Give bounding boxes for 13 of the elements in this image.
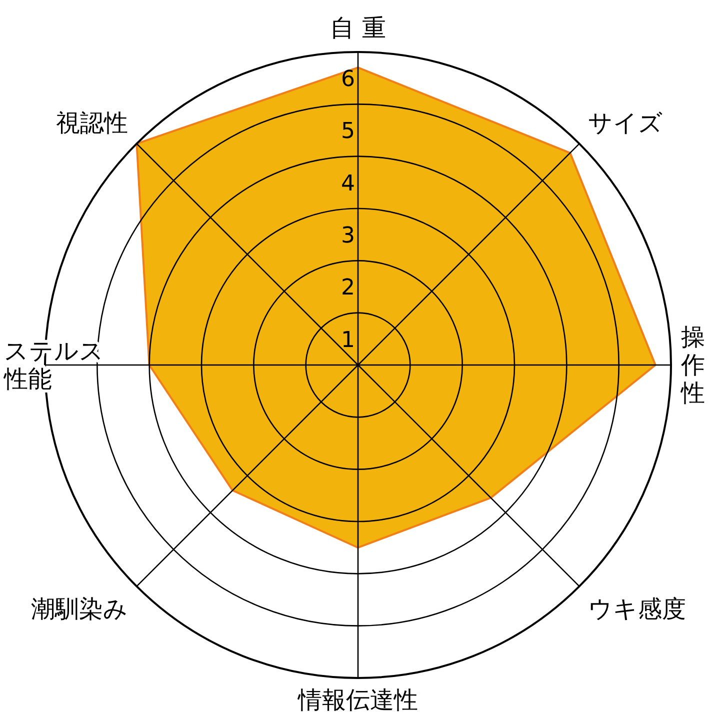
y-tick-label: 4	[341, 171, 355, 196]
y-tick-label: 5	[341, 119, 355, 144]
spoke-label: ウキ感度	[588, 594, 686, 623]
y-tick-label: 2	[341, 276, 355, 301]
y-tick-label: 3	[341, 224, 355, 248]
spoke-label: 情報伝達性	[297, 686, 418, 714]
spoke-label: 潮馴染み	[31, 594, 128, 623]
spoke-label: 操作性	[680, 323, 705, 407]
y-tick-label: 6	[341, 67, 355, 92]
y-tick-label: 1	[341, 328, 355, 353]
spoke-label: 視認性	[56, 109, 128, 138]
spoke-label: サイズ	[588, 109, 663, 138]
spoke-label: 自 重	[330, 14, 386, 42]
